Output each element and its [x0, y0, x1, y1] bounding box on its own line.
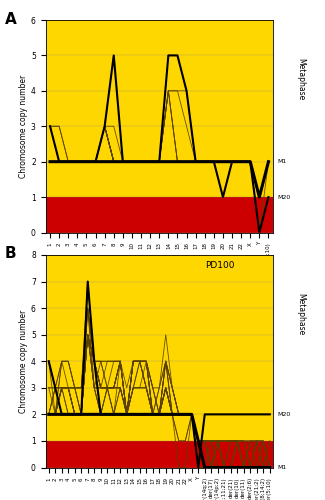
Y-axis label: Chromosome copy number: Chromosome copy number — [19, 74, 28, 178]
Text: Metaphase: Metaphase — [296, 294, 305, 336]
Text: M1: M1 — [278, 159, 287, 164]
Text: M20: M20 — [278, 194, 291, 200]
Y-axis label: Chromosome copy number: Chromosome copy number — [19, 310, 28, 413]
Text: M1: M1 — [278, 465, 287, 470]
Text: M20: M20 — [278, 412, 291, 417]
Text: B: B — [5, 246, 16, 262]
Text: Metaphase: Metaphase — [296, 58, 305, 100]
X-axis label: Chromosomes: Chromosomes — [127, 264, 191, 273]
Text: A: A — [5, 12, 16, 26]
Text: PD100: PD100 — [205, 262, 234, 270]
